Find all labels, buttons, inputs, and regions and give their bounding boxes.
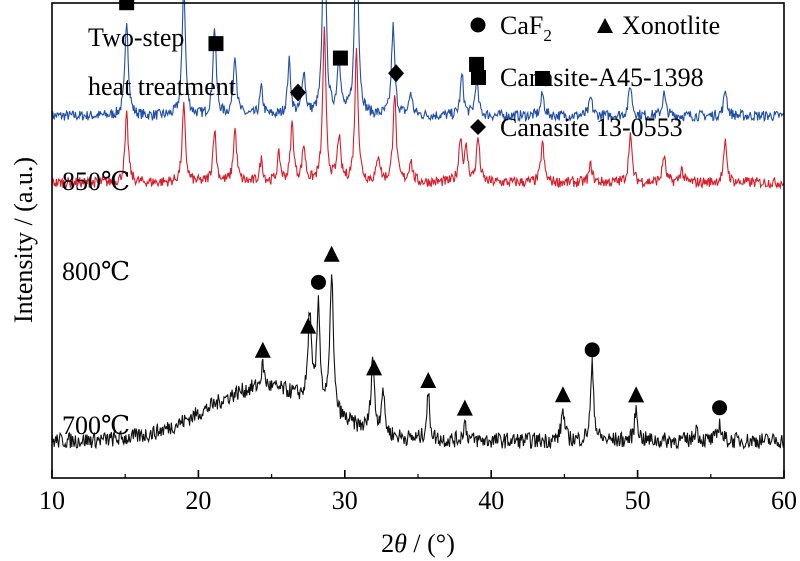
title-line-2: heat treatment	[88, 72, 237, 101]
x-tick-label-3: 40	[478, 486, 504, 515]
marker-square-0	[119, 0, 135, 11]
marker-circle-12	[310, 274, 326, 290]
series-line-2	[51, 274, 785, 450]
marker-diamond-7	[388, 64, 405, 83]
marker-square-9	[534, 70, 550, 86]
x-tick-label-2: 30	[332, 486, 358, 515]
marker-triangle-19	[628, 386, 645, 403]
legend-circle-icon	[470, 17, 486, 33]
legend-label-xonotlite: Xonotlite	[622, 11, 720, 40]
series-labels: 850℃ 800℃ 700℃	[62, 167, 130, 440]
x-tick-label-0: 10	[39, 486, 65, 515]
x-tick-label-5: 60	[771, 486, 797, 515]
legend-label-canasite-a45: Canasite-A45-1398	[500, 63, 704, 92]
y-axis-label: Intensity / (a.u.)	[9, 157, 38, 323]
xrd-curves	[51, 0, 785, 450]
legend-square-icon	[471, 70, 486, 85]
marker-circle-20	[712, 400, 728, 416]
legend-diamond-icon	[470, 119, 486, 135]
series-line-1	[51, 26, 785, 190]
legend-label-caf2: CaF2	[500, 11, 552, 45]
marker-triangle-14	[366, 359, 383, 376]
marker-triangle-15	[420, 372, 437, 389]
marker-triangle-17	[554, 386, 571, 403]
marker-triangle-13	[323, 245, 340, 262]
series-label-1: 800℃	[62, 257, 130, 286]
x-tick-label-4: 50	[625, 486, 651, 515]
series-label-0: 850℃	[62, 167, 130, 196]
marker-square-2	[208, 36, 224, 52]
x-axis-ticks: 10 20 30 40 50 60	[39, 470, 797, 515]
title-line-1: Two-step	[88, 23, 184, 52]
marker-triangle-16	[456, 399, 473, 416]
marker-square-8	[469, 56, 485, 72]
legend-label-canasite-13: Canasite 13-0553	[500, 113, 683, 142]
series-line-0	[51, 0, 785, 123]
marker-square-6	[332, 50, 348, 66]
legend: CaF2 Xonotlite Canasite-A45-1398 Canasit…	[470, 11, 720, 142]
marker-diamond-3	[289, 83, 306, 102]
legend-triangle-icon	[597, 18, 613, 33]
x-axis-label: 2θ / (°)	[381, 529, 455, 558]
series-label-2: 700℃	[62, 411, 130, 440]
marker-circle-18	[584, 342, 600, 358]
marker-triangle-10	[254, 341, 271, 358]
marker-triangle-11	[300, 317, 317, 334]
phase-markers	[119, 0, 728, 416]
x-tick-label-1: 20	[185, 486, 211, 515]
